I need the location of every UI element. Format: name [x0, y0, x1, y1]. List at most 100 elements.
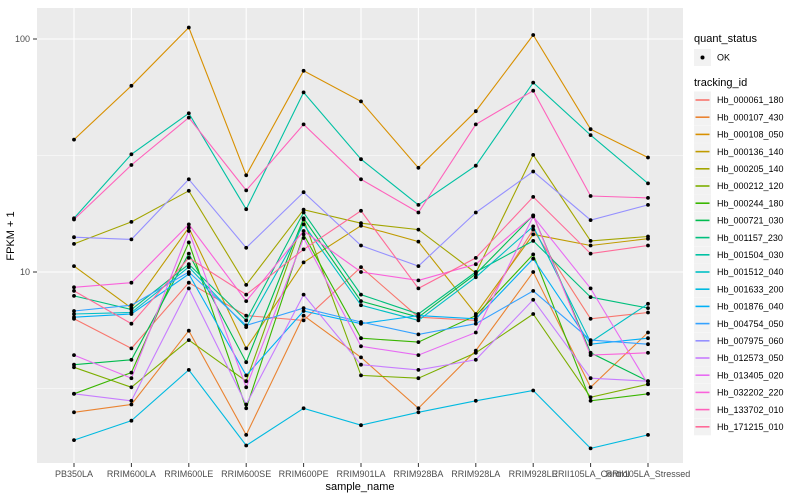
data-point [646, 336, 650, 341]
legend-item-Hb_133702_010: Hb_133702_010 [694, 401, 784, 419]
data-point [359, 292, 363, 297]
legend-item-Hb_004754_050: Hb_004754_050 [694, 315, 784, 333]
data-point [72, 391, 76, 396]
data-point [473, 330, 478, 335]
legend-label: Hb_000108_050 [717, 130, 784, 140]
data-point [646, 391, 650, 396]
data-point [72, 315, 76, 320]
legend-label: Hb_012573_050 [717, 353, 784, 363]
data-point [531, 88, 536, 93]
data-point [244, 188, 249, 193]
data-point [473, 275, 478, 280]
data-point [301, 68, 306, 73]
data-point [588, 353, 593, 357]
x-tick-label: RRIM600LA [107, 469, 156, 479]
y-tick-label: 10 [20, 267, 30, 277]
data-point [359, 320, 363, 324]
data-point [186, 225, 191, 230]
data-point [244, 245, 249, 250]
data-point [301, 236, 306, 240]
legend-label: Hb_001512_040 [717, 267, 784, 277]
data-point [301, 210, 306, 215]
data-point [646, 234, 650, 239]
data-point [301, 207, 306, 212]
legend-label: Hb_013405_020 [717, 370, 784, 380]
x-tick-label: RRIM600SE [221, 469, 271, 479]
data-point [72, 410, 76, 415]
data-point [473, 313, 478, 318]
data-point [72, 365, 76, 370]
data-point [244, 346, 249, 351]
data-point [129, 303, 134, 308]
data-point [473, 109, 478, 114]
data-point [588, 338, 593, 342]
data-point [244, 406, 249, 411]
data-point [359, 303, 363, 308]
data-point [244, 313, 249, 318]
data-point [72, 294, 76, 298]
data-point [244, 323, 249, 328]
data-point [531, 232, 536, 237]
data-point [588, 218, 593, 223]
data-point [129, 321, 134, 326]
data-point [129, 83, 134, 88]
data-point [72, 438, 76, 442]
legend-label: Hb_000721_030 [717, 216, 784, 226]
data-point [359, 265, 363, 269]
data-point [186, 25, 191, 30]
x-axis-title: sample_name [325, 481, 394, 493]
data-point [129, 152, 134, 157]
legend-label: Hb_007975_060 [717, 336, 784, 346]
data-point [244, 360, 249, 365]
data-point [129, 402, 134, 407]
data-point [473, 163, 478, 168]
data-point [72, 264, 76, 268]
data-point [186, 229, 191, 233]
x-tick-label: RRIM928LE [509, 469, 558, 479]
legend-item-Hb_007975_060: Hb_007975_060 [694, 332, 784, 350]
data-point [646, 433, 650, 437]
data-point [416, 406, 421, 411]
data-point [186, 265, 191, 269]
data-point [359, 243, 363, 248]
x-tick-label: RRIM928BA [393, 469, 443, 479]
legend-item-Hb_000108_050: Hb_000108_050 [694, 125, 784, 143]
data-point [244, 283, 249, 287]
data-point [129, 376, 134, 381]
legend-item-Hb_001157_230: Hb_001157_230 [694, 229, 783, 247]
x-tick-label: RRIM600PE [279, 469, 329, 479]
data-point [301, 309, 306, 313]
data-point [416, 368, 421, 372]
data-point [531, 227, 536, 232]
legend-item-Hb_032202_220: Hb_032202_220 [694, 383, 784, 401]
data-point [186, 338, 191, 342]
data-point [646, 155, 650, 160]
data-point [301, 247, 306, 252]
data-point [359, 177, 363, 182]
data-point [72, 353, 76, 357]
data-point [359, 270, 363, 274]
data-point [129, 398, 134, 403]
data-point [244, 299, 249, 303]
data-point [416, 410, 421, 415]
data-point [531, 252, 536, 257]
data-point [301, 222, 306, 227]
y-axis-title: FPKM + 1 [5, 211, 17, 260]
data-point [359, 299, 363, 303]
data-point [186, 115, 191, 120]
data-point [186, 240, 191, 245]
legend-label: Hb_000212_120 [717, 181, 784, 191]
legend-item-Hb_013405_020: Hb_013405_020 [694, 366, 784, 384]
data-point [646, 350, 650, 355]
data-point [186, 177, 191, 182]
data-point [359, 157, 363, 162]
data-point [473, 321, 478, 326]
data-point [186, 262, 191, 267]
data-point [473, 210, 478, 215]
legend-label: Hb_000205_140 [717, 164, 784, 174]
data-point [359, 362, 363, 367]
data-point [473, 398, 478, 403]
data-point [531, 256, 536, 261]
data-point [588, 376, 593, 381]
